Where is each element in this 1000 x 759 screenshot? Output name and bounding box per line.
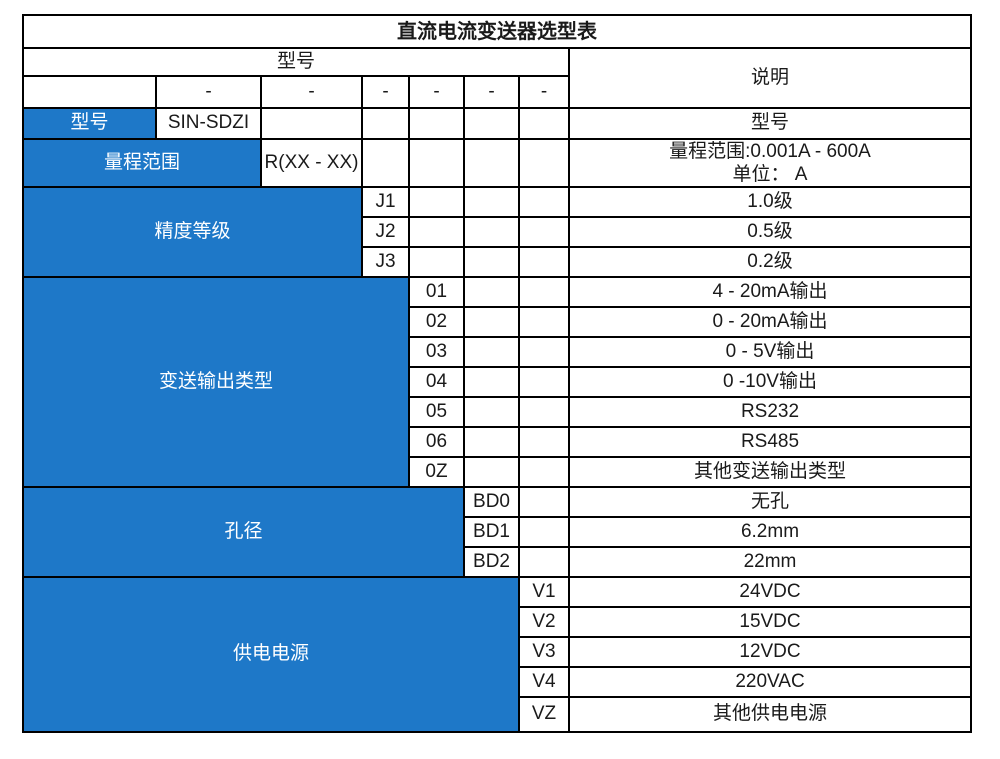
code-cell: V1 [518,576,570,608]
empty-cell [518,186,570,218]
code-cell: J2 [361,216,410,248]
section-label-power: 供电电源 [22,576,520,733]
desc-cell: 220VAC [568,666,972,698]
desc-cell: 型号 [568,107,972,140]
empty-cell [518,366,570,398]
code-cell: V2 [518,606,570,638]
dash-cell: - [361,75,410,109]
desc-cell: 0.2级 [568,246,972,278]
empty-cell [463,426,520,458]
section-label-output-type: 变送输出类型 [22,276,410,488]
section-label-model: 型号 [22,107,157,140]
range-desc-line1: 量程范围:0.001A - 600A [669,141,871,162]
section-label-aperture: 孔径 [22,486,465,578]
empty-cell [408,216,465,248]
empty-cell [22,75,157,109]
desc-cell: 其他变送输出类型 [568,456,972,488]
table-title: 直流电流变送器选型表 [22,14,972,49]
dash-cell: - [518,75,570,109]
empty-cell [463,396,520,428]
code-cell: BD2 [463,546,520,578]
desc-cell: RS232 [568,396,972,428]
empty-cell [518,246,570,278]
dash-cell: - [408,75,465,109]
desc-cell: 无孔 [568,486,972,518]
empty-cell [408,138,465,188]
empty-cell [463,336,520,368]
code-cell: BD1 [463,516,520,548]
desc-cell: 22mm [568,546,972,578]
empty-cell [260,107,363,140]
desc-cell: 0.5级 [568,216,972,248]
empty-cell [518,456,570,488]
code-cell: 06 [408,426,465,458]
desc-cell: 4 - 20mA输出 [568,276,972,308]
empty-cell [518,216,570,248]
empty-cell [408,107,465,140]
description-header: 说明 [568,47,972,109]
desc-cell: 量程范围:0.001A - 600A 单位： A [568,138,972,188]
range-code-cell: R(XX - XX) [260,138,363,188]
empty-cell [518,336,570,368]
code-cell: J1 [361,186,410,218]
code-cell: 0Z [408,456,465,488]
code-cell: V3 [518,636,570,668]
empty-cell [463,186,520,218]
empty-cell [518,138,570,188]
dash-cell: - [463,75,520,109]
empty-cell [518,516,570,548]
empty-cell [463,456,520,488]
empty-cell [463,216,520,248]
code-cell: J3 [361,246,410,278]
code-cell: VZ [518,696,570,733]
empty-cell [518,396,570,428]
empty-cell [463,366,520,398]
code-cell: 03 [408,336,465,368]
empty-cell [408,186,465,218]
range-desc-line2: 单位： A [732,164,808,185]
code-cell: V4 [518,666,570,698]
desc-cell: 0 - 5V输出 [568,336,972,368]
desc-cell: RS485 [568,426,972,458]
empty-cell [518,426,570,458]
desc-cell: 15VDC [568,606,972,638]
empty-cell [408,246,465,278]
desc-cell: 1.0级 [568,186,972,218]
desc-cell: 12VDC [568,636,972,668]
empty-cell [518,546,570,578]
dash-cell: - [260,75,363,109]
empty-cell [518,107,570,140]
desc-cell: 6.2mm [568,516,972,548]
section-label-range: 量程范围 [22,138,262,188]
empty-cell [463,138,520,188]
empty-cell [361,138,410,188]
desc-cell: 其他供电电源 [568,696,972,733]
empty-cell [463,107,520,140]
desc-cell: 0 -10V输出 [568,366,972,398]
dash-cell: - [155,75,262,109]
code-cell: 01 [408,276,465,308]
code-cell: 05 [408,396,465,428]
empty-cell [463,276,520,308]
selection-table: 直流电流变送器选型表 型号 说明 - - - - - - 型号 SIN-SDZI… [22,14,972,733]
empty-cell [518,276,570,308]
empty-cell [463,306,520,338]
desc-cell: 0 - 20mA输出 [568,306,972,338]
empty-cell [463,246,520,278]
empty-cell [518,306,570,338]
code-cell: 04 [408,366,465,398]
code-cell: BD0 [463,486,520,518]
empty-cell [361,107,410,140]
code-cell: 02 [408,306,465,338]
desc-cell: 24VDC [568,576,972,608]
model-code-cell: SIN-SDZI [155,107,262,140]
empty-cell [518,486,570,518]
section-label-accuracy: 精度等级 [22,186,363,278]
model-header: 型号 [22,47,570,77]
